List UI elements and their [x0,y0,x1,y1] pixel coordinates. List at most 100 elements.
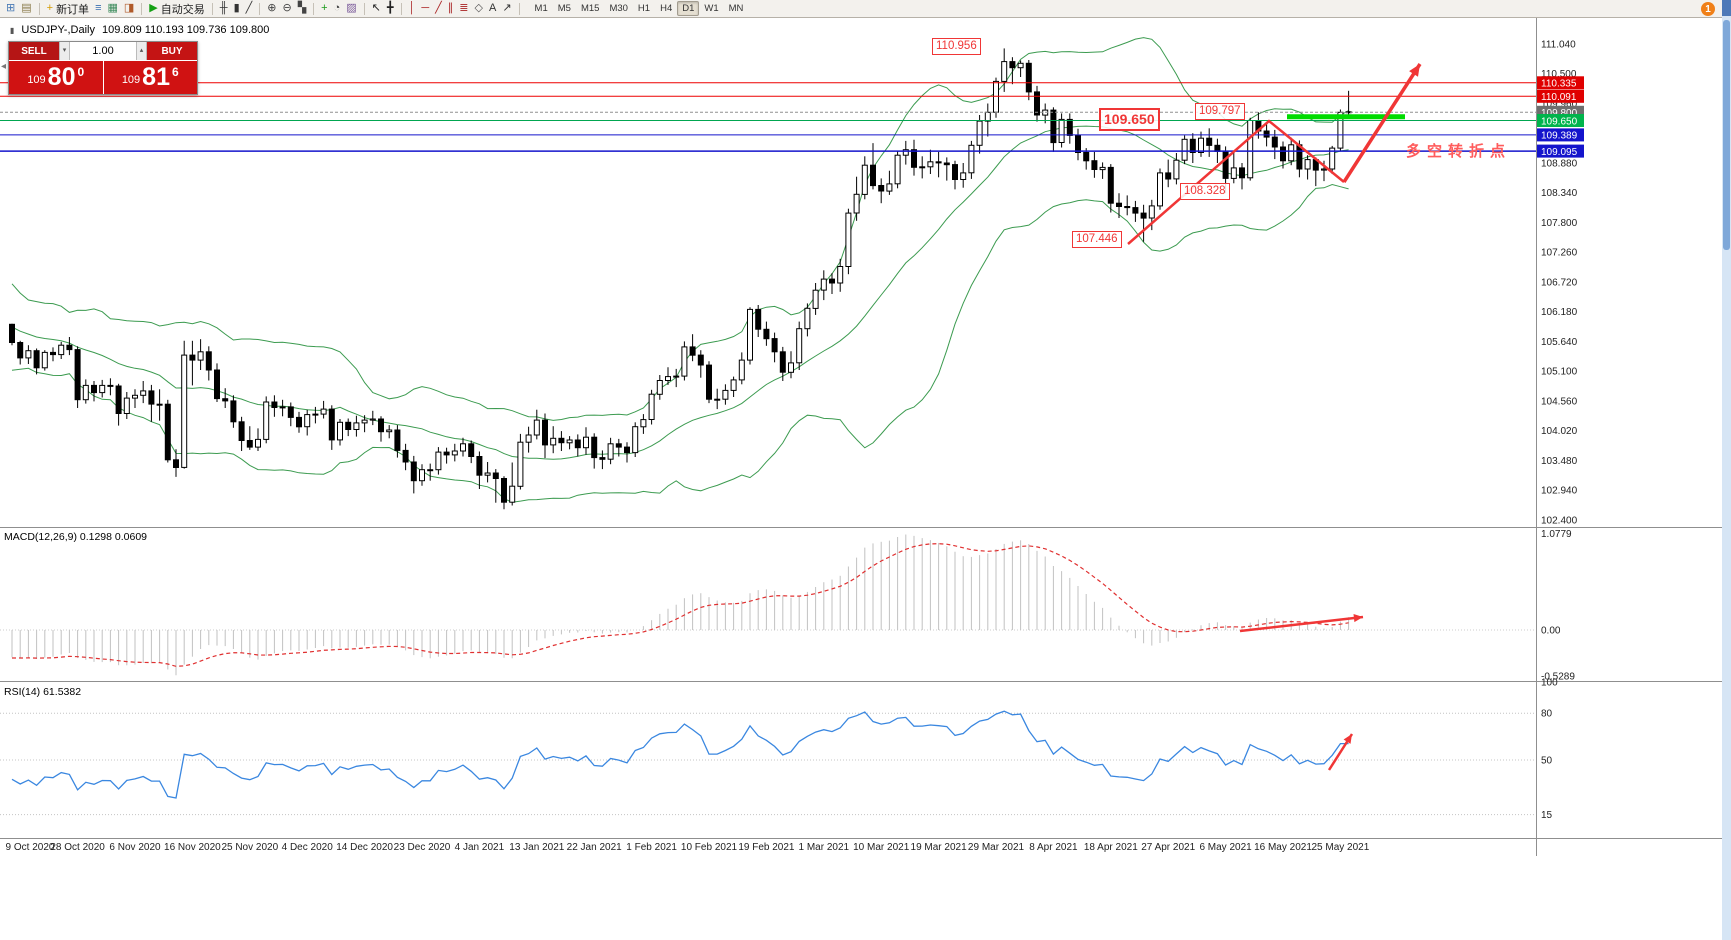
indicators-icon[interactable]: + [318,1,330,17]
vertical-line-icon-glyph: │ [408,2,416,14]
timeframe-mn[interactable]: MN [724,1,749,16]
shapes-icon[interactable]: ◇ [472,1,486,17]
trend-arrows[interactable] [1127,63,1422,771]
arrows-icon[interactable]: ↗ [499,1,514,17]
market-watch-icon-glyph: ≡ [95,2,102,14]
price-callout-109.650[interactable]: 109.650 [1099,108,1160,131]
sell-button[interactable]: SELL [9,42,59,60]
data-window-icon[interactable]: ▦ [104,1,120,17]
volume-decrease-button[interactable]: ▾ [59,42,70,60]
turning-point-label: 多空转折点 [1406,143,1512,160]
channel-icon-glyph: ∥ [447,2,454,14]
sell-price-main: 80 [47,63,76,91]
price-callout-110.956[interactable]: 110.956 [932,38,981,55]
new-order-glyph: + [46,2,54,14]
new-chart-icon[interactable]: ⊞ [3,1,18,17]
timeframe-group: M1 M5 M15 M30 H1 H4 D1 W1 MN [530,1,749,16]
timeframe-m1[interactable]: M1 [530,1,553,16]
horizontal-line-icon[interactable]: ─ [418,1,432,17]
templates-icon-glyph: ▨ [346,2,357,14]
chart-symbol-period: USDJPY-,Daily [21,24,95,36]
price-callout-108.328[interactable]: 108.328 [1180,183,1230,200]
text-icon-glyph: A [488,2,497,14]
navigator-icon-glyph: ◨ [123,2,135,14]
vertical-line-icon[interactable]: │ [406,1,419,17]
buy-price-display[interactable]: 109 81 6 [103,61,197,94]
text-icon[interactable]: A [486,1,499,17]
trade-panel-collapse-icon[interactable]: ◂ [1,61,7,72]
macd-histogram [11,534,1350,676]
line-chart-icon[interactable]: ╱ [243,1,256,17]
trendline-icon-glyph: ╱ [435,2,442,14]
chart-title: ▮ USDJPY-,Daily 109.809 110.193 109.736 … [10,24,269,36]
bar-chart-icon[interactable]: ╫ [217,1,231,17]
one-click-trading-panel: SELL ▾ ▴ BUY 109 80 0 109 81 6 [8,41,198,95]
timeframe-h4[interactable]: H4 [655,1,677,16]
sell-price-display[interactable]: 109 80 0 [9,61,104,94]
svg-text:28 Oct 2020: 28 Oct 2020 [50,842,105,853]
cursor-icon-glyph: ↖ [371,2,381,14]
svg-text:13 Jan 2021: 13 Jan 2021 [509,842,564,853]
scrollbar-thumb[interactable] [1723,20,1730,250]
volume-increase-button[interactable]: ▴ [136,42,147,60]
svg-text:4 Dec 2020: 4 Dec 2020 [282,842,334,853]
svg-text:109.800: 109.800 [1541,108,1578,119]
auto-trading-glyph: ▶ [149,2,158,14]
navigator-icon[interactable]: ◨ [121,1,137,17]
svg-text:105.100: 105.100 [1541,367,1578,378]
horizontal-line-objects[interactable] [0,82,1536,152]
price-callout-107.446[interactable]: 107.446 [1072,231,1122,248]
svg-text:100: 100 [1541,678,1558,689]
new-order-button[interactable]: + 新订单 [44,1,92,17]
zoom-out-icon[interactable]: ⊖ [279,1,294,17]
auto-trading-button[interactable]: ▶ 自动交易 [146,1,207,17]
toolbar-separator [211,2,213,15]
tile-windows-icon[interactable]: ▚ [295,1,309,17]
toolbar-separator [518,2,520,15]
timeframe-w1[interactable]: W1 [699,1,723,16]
svg-text:14 Dec 2020: 14 Dec 2020 [336,842,393,853]
candlestick-icon[interactable]: ▮ [231,1,243,17]
price-tag-110.335 [1537,76,1584,90]
toolbar-separator [141,2,143,15]
timeframe-m15[interactable]: M15 [576,1,604,16]
notifications-badge[interactable]: 1 [1701,2,1715,16]
buy-button[interactable]: BUY [147,42,197,60]
svg-text:15: 15 [1541,810,1553,821]
scrollbar-up-arrow[interactable] [1722,0,1731,16]
price-callout-109.797[interactable]: 109.797 [1195,103,1245,120]
svg-text:109.650: 109.650 [1541,116,1578,127]
volume-input[interactable] [70,42,136,60]
chart-profiles-icon[interactable]: ▤ [18,1,34,17]
timeframe-d1[interactable]: D1 [677,1,700,16]
vertical-scrollbar[interactable] [1722,0,1731,940]
svg-text:16 Nov 2020: 16 Nov 2020 [164,842,221,853]
templates-icon[interactable]: ▨ [343,1,359,17]
price-tag-109.095 [1537,144,1584,158]
svg-text:106.180: 106.180 [1541,307,1578,318]
fibonacci-icon[interactable]: ≣ [456,1,471,17]
svg-text:16 May 2021: 16 May 2021 [1254,842,1312,853]
periods-icon[interactable]: ◔ [331,1,344,17]
cursor-icon[interactable]: ↖ [369,1,384,17]
zoom-in-icon[interactable]: ⊕ [264,1,279,17]
svg-text:19 Feb 2021: 19 Feb 2021 [738,842,795,853]
timeframe-m30[interactable]: M30 [604,1,632,16]
price-tag-110.091 [1537,89,1584,103]
chart-ohlc-values: 109.809 110.193 109.736 109.800 [101,24,270,36]
sell-price-prefix: 109 [27,74,46,86]
channel-icon[interactable]: ∥ [445,1,457,17]
timeframe-m5[interactable]: M5 [553,1,576,16]
buy-price-prefix: 109 [121,74,141,86]
crosshair-icon[interactable]: ╋ [384,1,397,17]
market-watch-icon[interactable]: ≡ [92,1,104,17]
svg-text:10 Feb 2021: 10 Feb 2021 [681,842,738,853]
trendline-icon[interactable]: ╱ [432,1,445,17]
svg-text:110.335: 110.335 [1541,79,1577,90]
buy-price-pip: 6 [171,65,179,79]
svg-text:4 Jan 2021: 4 Jan 2021 [455,842,505,853]
timeframe-h1[interactable]: H1 [633,1,655,16]
svg-text:111.040: 111.040 [1541,40,1576,51]
